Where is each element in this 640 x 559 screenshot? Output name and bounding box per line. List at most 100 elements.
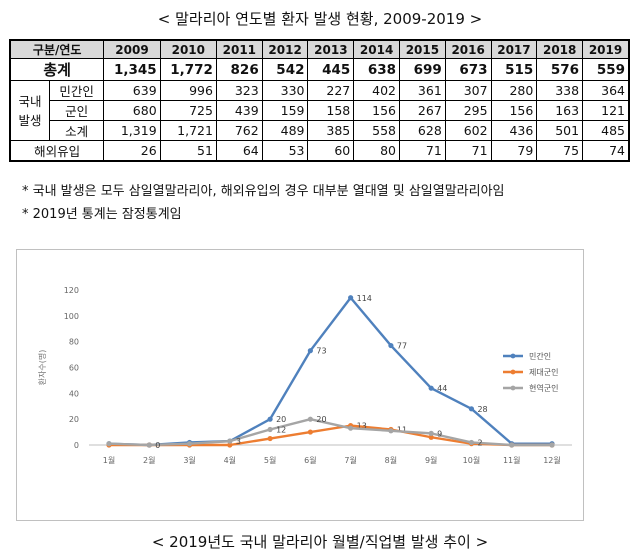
table-cell: 445 [307, 58, 355, 81]
table-cell: 163 [536, 100, 584, 121]
table-cell: 156 [353, 100, 401, 121]
year-header: 2017 [490, 39, 538, 59]
data-label: 9 [437, 429, 442, 438]
table-cell: 330 [261, 80, 309, 101]
y-tick-label: 100 [64, 312, 79, 321]
x-tick-label: 4월 [224, 455, 236, 465]
year-header: 2019 [582, 39, 630, 59]
table-cell: 323 [215, 80, 263, 101]
year-header: 2016 [444, 39, 492, 59]
series-point [146, 442, 152, 448]
series-point [428, 385, 434, 391]
table-cell: 762 [215, 120, 263, 141]
series-point [509, 442, 515, 448]
table-cell: 71 [444, 140, 492, 162]
series-point [267, 416, 273, 422]
series-point [549, 442, 555, 448]
series-line [108, 417, 552, 447]
table-cell: 53 [261, 140, 309, 162]
x-tick-label: 8월 [385, 455, 397, 465]
table-cell: 280 [490, 80, 538, 101]
series-point [428, 434, 434, 440]
data-label: 44 [437, 384, 447, 393]
table-cell: 156 [490, 100, 538, 121]
data-label: 0 [155, 441, 160, 450]
data-label: 28 [477, 405, 487, 414]
series-point [307, 416, 313, 422]
table-cell: 307 [444, 80, 492, 101]
x-tick-label: 10월 [463, 455, 481, 465]
table-cell: 826 [215, 58, 263, 81]
series-point [307, 348, 313, 354]
table-cell: 71 [399, 140, 446, 162]
table-cell: 542 [261, 58, 309, 81]
table-cell: 996 [159, 80, 217, 101]
table-cell: 227 [307, 80, 355, 101]
series-point [106, 441, 112, 447]
y-tick-label: 40 [69, 389, 79, 398]
year-header: 2011 [215, 39, 263, 59]
year-header: 2014 [353, 39, 401, 59]
x-tick-label: 3월 [183, 455, 195, 465]
legend-marker [510, 353, 516, 359]
table-cell: 121 [582, 100, 630, 121]
series-point [468, 439, 475, 446]
row-label: 군인 [48, 100, 105, 121]
legend-label: 제대군인 [529, 367, 558, 377]
table-row-military: 군인 680 725 439 159 158 156 267 295 156 1… [10, 100, 630, 121]
table-cell: 26 [103, 140, 161, 162]
footnote-provisional: * 2019년 통계는 잠정통계임 [22, 207, 182, 222]
data-label: 12 [276, 426, 286, 435]
year-header: 2010 [159, 39, 217, 59]
table-cell: 439 [215, 100, 263, 121]
table-cell: 338 [536, 80, 584, 101]
table-cell: 60 [307, 140, 355, 162]
table-cell: 699 [399, 58, 446, 81]
table-cell: 64 [215, 140, 263, 162]
table-cell: 515 [490, 58, 538, 81]
x-tick-label: 6월 [304, 455, 316, 465]
y-tick-label: 60 [69, 364, 79, 373]
y-tick-label: 120 [64, 286, 79, 295]
legend-marker [510, 369, 516, 375]
table-cell: 485 [582, 120, 630, 141]
table-cell: 1,345 [103, 58, 161, 81]
series-point [348, 295, 354, 301]
series-point [388, 428, 394, 434]
footnote-domestic: * 국내 발생은 모두 삼일열말라리아, 해외유입의 경우 대부분 열대열 및 … [22, 184, 505, 199]
x-tick-label: 5월 [264, 455, 276, 465]
data-label: 2 [477, 438, 482, 447]
series-point [267, 426, 273, 433]
table-cell: 158 [307, 100, 355, 121]
data-label: 13 [357, 422, 367, 431]
year-header: 2012 [261, 39, 309, 59]
data-label: 77 [397, 342, 407, 351]
series-point [227, 442, 233, 448]
table-cell: 1,721 [159, 120, 217, 141]
table-cell: 1,772 [159, 58, 217, 81]
table-cell: 295 [444, 100, 492, 121]
series-point [267, 435, 273, 442]
year-header: 2013 [307, 39, 355, 59]
x-tick-label: 11월 [503, 455, 521, 465]
table-cell: 673 [444, 58, 492, 81]
y-tick-label: 0 [74, 441, 79, 450]
row-label: 총계 [9, 58, 105, 81]
series-point [388, 342, 394, 349]
table-cell: 385 [307, 120, 355, 141]
table-row-civilian: 국내 발생 민간인 639 996 323 330 227 402 361 307… [9, 80, 630, 141]
year-header: 2015 [399, 39, 446, 59]
header-label: 구분/연도 [9, 39, 105, 59]
table-cell: 436 [490, 120, 538, 141]
x-tick-label: 7월 [344, 455, 356, 465]
table-cell: 159 [261, 100, 309, 121]
legend-label: 민간인 [529, 351, 551, 361]
table-cell: 680 [103, 100, 161, 121]
series-point [348, 425, 354, 431]
table-cell: 79 [490, 140, 538, 162]
table-cell: 559 [582, 58, 630, 81]
series-point [227, 438, 233, 444]
x-tick-label: 1월 [103, 455, 115, 465]
table-row-overseas: 해외유입 26 51 64 53 60 80 71 71 79 75 74 [9, 140, 630, 162]
